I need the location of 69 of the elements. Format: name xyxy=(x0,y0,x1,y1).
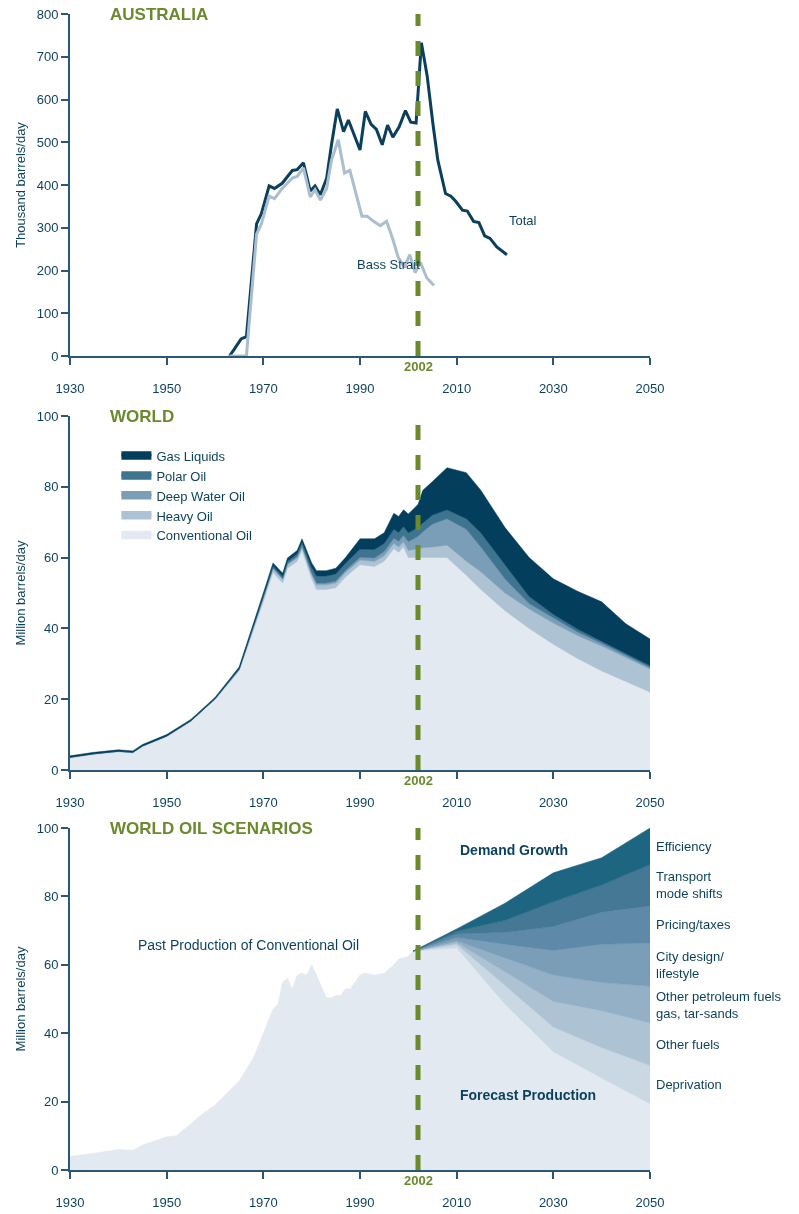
y-tick-label: 80 xyxy=(43,479,59,495)
chart-title: WORLD xyxy=(110,407,175,426)
y-tick-label: 0 xyxy=(51,762,59,778)
legend-label: Conventional Oil xyxy=(156,528,252,544)
series-label: Other fuels xyxy=(656,1037,721,1052)
series-label: City design/ lifestyle xyxy=(656,949,725,981)
x-tick-label: 2010 xyxy=(442,794,472,810)
y-tick-label: 40 xyxy=(43,1025,59,1041)
ref-line-label: 2002 xyxy=(404,1173,433,1188)
y-tick-label: 300 xyxy=(36,220,59,236)
annotation: Past Production of Conventional Oil xyxy=(138,937,360,953)
x-tick-label: 1950 xyxy=(152,380,182,396)
series-label: Efficiency xyxy=(656,839,712,854)
x-tick-label: 2030 xyxy=(538,794,568,810)
x-tick-label: 1990 xyxy=(345,1194,375,1210)
series-label: Total xyxy=(509,213,537,228)
y-tick-label: 500 xyxy=(36,134,59,150)
ref-line-label: 2002 xyxy=(404,359,433,374)
y-tick-label: 800 xyxy=(36,6,59,22)
y-tick-label: 20 xyxy=(43,1094,59,1110)
series-label: Deprivation xyxy=(656,1077,722,1092)
y-tick-label: 20 xyxy=(43,691,59,707)
legend-label: Gas Liquids xyxy=(156,448,226,464)
x-tick-label: 1970 xyxy=(248,380,278,396)
series-label: Pricing/taxes xyxy=(656,917,731,932)
legend-label: Heavy Oil xyxy=(156,508,213,524)
x-tick-label: 1950 xyxy=(152,794,182,810)
y-tick-label: 600 xyxy=(36,92,59,108)
annotation: Demand Growth xyxy=(460,842,569,858)
y-axis-title: Million barrels/day xyxy=(13,946,29,1052)
x-tick-label: 1930 xyxy=(55,794,85,810)
x-tick-label: 2050 xyxy=(635,1194,665,1210)
x-tick-label: 2030 xyxy=(538,380,568,396)
y-tick-label: 40 xyxy=(43,620,59,636)
y-tick-label: 0 xyxy=(51,348,59,364)
y-axis-title: Thousand barrels/day xyxy=(13,121,29,248)
legend-label: Deep Water Oil xyxy=(156,488,245,504)
y-tick-label: 400 xyxy=(36,177,59,193)
line-series xyxy=(228,138,436,356)
series-label: Bass Strait xyxy=(357,257,421,272)
y-tick-label: 60 xyxy=(43,957,59,973)
x-tick-label: 1970 xyxy=(248,1194,278,1210)
y-tick-label: 80 xyxy=(43,888,59,904)
y-axis-title: Million barrels/day xyxy=(13,540,29,646)
ref-line-label: 2002 xyxy=(404,773,433,788)
x-tick-label: 1930 xyxy=(55,1194,85,1210)
series-label: Transport mode shifts xyxy=(656,869,723,901)
series-label: Other petroleum fuels gas, tar-sands xyxy=(656,989,782,1021)
x-tick-label: 2010 xyxy=(442,380,472,396)
y-tick-label: 100 xyxy=(36,305,59,321)
y-tick-label: 100 xyxy=(36,820,59,836)
chart-title: WORLD OIL SCENARIOS xyxy=(110,819,313,838)
y-tick-label: 60 xyxy=(43,550,59,566)
y-tick-label: 100 xyxy=(36,408,59,424)
y-tick-label: 200 xyxy=(36,263,59,279)
x-tick-label: 2010 xyxy=(442,1194,472,1210)
y-tick-label: 0 xyxy=(51,1162,59,1178)
x-tick-label: 2030 xyxy=(538,1194,568,1210)
x-tick-label: 2050 xyxy=(635,380,665,396)
x-tick-label: 1970 xyxy=(248,794,278,810)
x-tick-label: 2050 xyxy=(635,794,665,810)
chart-title: AUSTRALIA xyxy=(110,5,209,24)
x-tick-label: 1950 xyxy=(152,1194,182,1210)
x-tick-label: 1990 xyxy=(345,380,375,396)
annotation: Forecast Production xyxy=(460,1087,597,1103)
x-tick-label: 1990 xyxy=(345,794,375,810)
legend-label: Polar Oil xyxy=(156,468,207,484)
x-tick-label: 1930 xyxy=(55,380,85,396)
y-tick-label: 700 xyxy=(36,49,59,65)
